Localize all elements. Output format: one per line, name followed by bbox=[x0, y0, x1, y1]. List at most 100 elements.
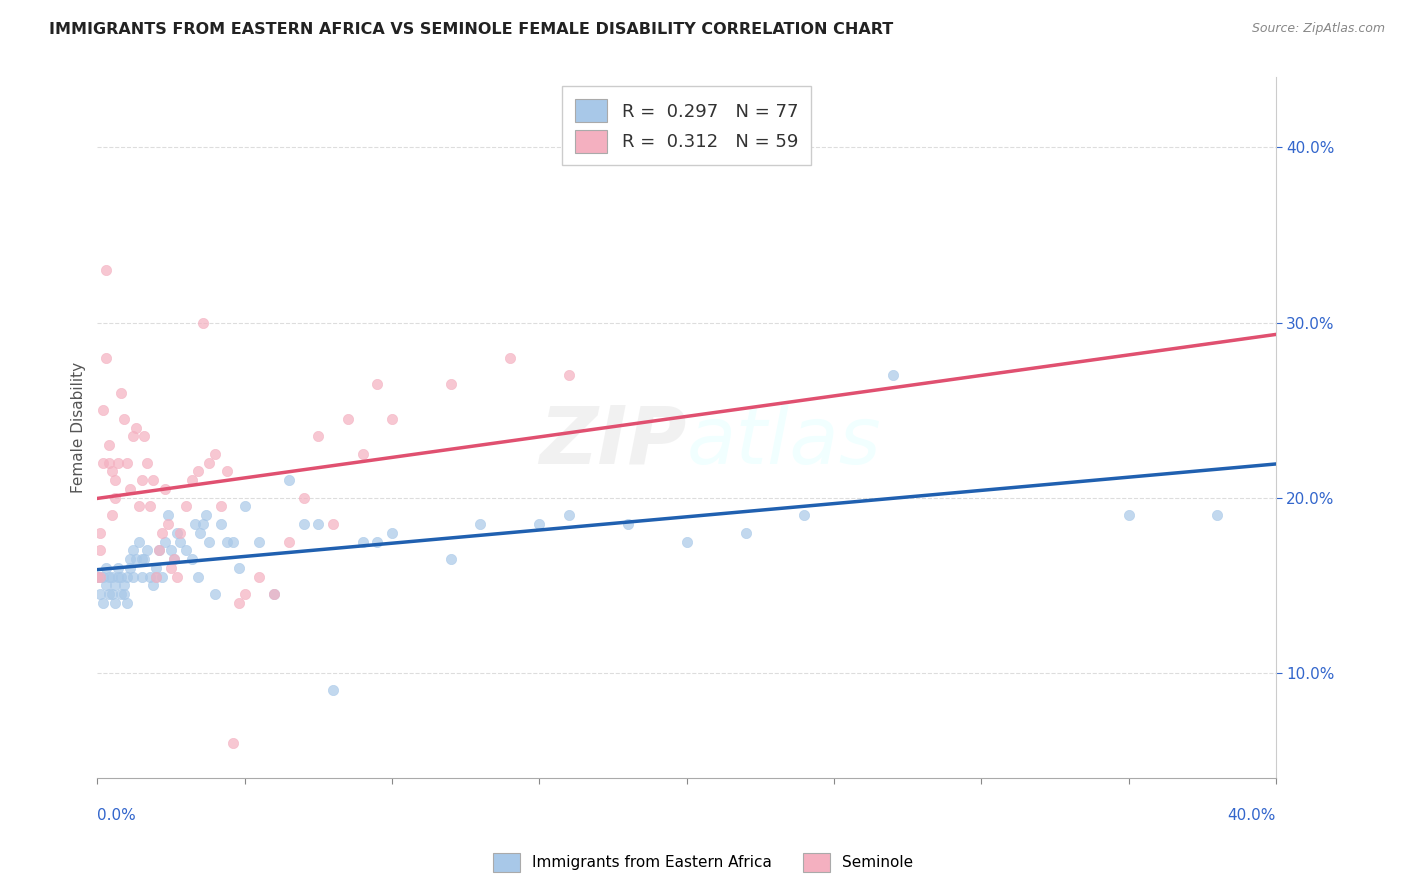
Point bbox=[145, 569, 167, 583]
Point bbox=[292, 516, 315, 531]
Point bbox=[209, 516, 232, 531]
Point bbox=[104, 473, 127, 487]
Point bbox=[222, 736, 245, 750]
Point bbox=[134, 552, 156, 566]
Point bbox=[89, 525, 111, 540]
Point bbox=[183, 516, 205, 531]
Point bbox=[98, 587, 121, 601]
Point bbox=[558, 368, 581, 383]
Point bbox=[228, 561, 250, 575]
Point bbox=[128, 534, 150, 549]
Point bbox=[336, 412, 359, 426]
Point bbox=[101, 508, 124, 523]
Point bbox=[112, 412, 135, 426]
Legend: R =  0.297   N = 77, R =  0.312   N = 59: R = 0.297 N = 77, R = 0.312 N = 59 bbox=[562, 87, 811, 165]
Point bbox=[142, 473, 165, 487]
Point bbox=[118, 482, 141, 496]
Point bbox=[115, 569, 138, 583]
Point bbox=[110, 385, 132, 400]
Point bbox=[277, 473, 299, 487]
Text: 0.0%: 0.0% bbox=[97, 808, 136, 823]
Point bbox=[529, 516, 551, 531]
Point bbox=[193, 316, 215, 330]
Point bbox=[204, 587, 226, 601]
Point bbox=[98, 438, 121, 452]
Point bbox=[190, 525, 212, 540]
Point bbox=[121, 429, 143, 443]
Text: IMMIGRANTS FROM EASTERN AFRICA VS SEMINOLE FEMALE DISABILITY CORRELATION CHART: IMMIGRANTS FROM EASTERN AFRICA VS SEMINO… bbox=[49, 22, 893, 37]
Point bbox=[86, 569, 108, 583]
Point bbox=[118, 561, 141, 575]
Point bbox=[101, 587, 124, 601]
Point bbox=[222, 534, 245, 549]
Point bbox=[150, 525, 173, 540]
Point bbox=[198, 534, 221, 549]
Point bbox=[247, 569, 270, 583]
Point bbox=[499, 351, 522, 365]
Point bbox=[440, 376, 463, 391]
Point bbox=[153, 482, 176, 496]
Point bbox=[139, 500, 162, 514]
Point bbox=[163, 552, 186, 566]
Point bbox=[366, 376, 388, 391]
Point bbox=[263, 587, 285, 601]
Point bbox=[121, 543, 143, 558]
Point bbox=[209, 500, 232, 514]
Point bbox=[148, 543, 170, 558]
Point bbox=[675, 534, 697, 549]
Point bbox=[115, 456, 138, 470]
Point bbox=[136, 456, 159, 470]
Legend: Immigrants from Eastern Africa, Seminole: Immigrants from Eastern Africa, Seminole bbox=[485, 845, 921, 880]
Point bbox=[150, 569, 173, 583]
Point bbox=[104, 578, 127, 592]
Point bbox=[86, 569, 108, 583]
Point bbox=[215, 465, 238, 479]
Point bbox=[145, 569, 167, 583]
Point bbox=[166, 525, 188, 540]
Point bbox=[91, 569, 114, 583]
Point bbox=[307, 516, 329, 531]
Point bbox=[734, 525, 756, 540]
Point bbox=[440, 552, 463, 566]
Point bbox=[160, 543, 183, 558]
Point bbox=[198, 456, 221, 470]
Point bbox=[215, 534, 238, 549]
Point bbox=[110, 569, 132, 583]
Point bbox=[292, 491, 315, 505]
Point bbox=[121, 569, 143, 583]
Point bbox=[91, 596, 114, 610]
Point bbox=[352, 447, 374, 461]
Point bbox=[174, 543, 197, 558]
Point bbox=[169, 534, 191, 549]
Point bbox=[180, 473, 202, 487]
Point bbox=[470, 516, 492, 531]
Point bbox=[96, 578, 118, 592]
Point bbox=[233, 500, 256, 514]
Point bbox=[101, 465, 124, 479]
Point bbox=[110, 587, 132, 601]
Point bbox=[142, 578, 165, 592]
Point bbox=[136, 543, 159, 558]
Point bbox=[124, 552, 146, 566]
Point bbox=[145, 561, 167, 575]
Point bbox=[112, 587, 135, 601]
Point bbox=[263, 587, 285, 601]
Point bbox=[91, 456, 114, 470]
Point bbox=[128, 500, 150, 514]
Point bbox=[186, 569, 208, 583]
Point bbox=[96, 351, 118, 365]
Point bbox=[157, 516, 180, 531]
Point bbox=[558, 508, 581, 523]
Point bbox=[381, 525, 404, 540]
Point bbox=[124, 420, 146, 434]
Point bbox=[322, 683, 344, 698]
Point bbox=[228, 596, 250, 610]
Point bbox=[160, 561, 183, 575]
Point bbox=[98, 456, 121, 470]
Point bbox=[882, 368, 904, 383]
Point bbox=[115, 596, 138, 610]
Point bbox=[195, 508, 218, 523]
Point bbox=[307, 429, 329, 443]
Point bbox=[139, 569, 162, 583]
Point bbox=[134, 429, 156, 443]
